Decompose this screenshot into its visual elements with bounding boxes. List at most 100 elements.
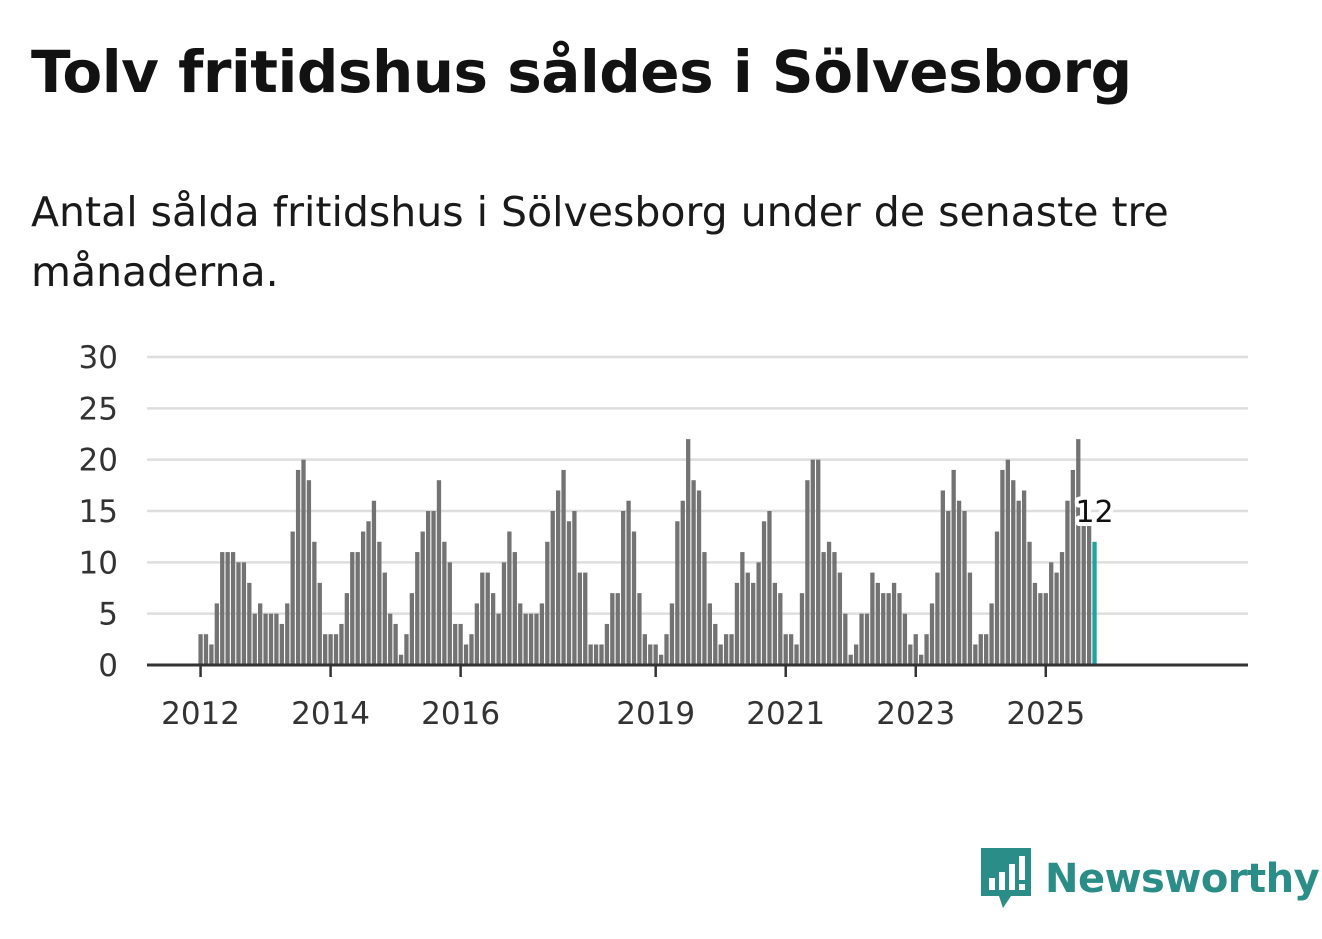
bar: [751, 582, 756, 665]
bar: [507, 531, 512, 665]
newsworthy-logo: Newsworthy: [981, 848, 1320, 910]
bar: [962, 511, 967, 665]
bar: [675, 521, 680, 665]
bar: [686, 439, 691, 665]
bar: [1081, 511, 1086, 665]
bar: [512, 552, 517, 665]
bar: [1011, 480, 1016, 665]
bar: [458, 623, 463, 665]
bar: [599, 644, 604, 665]
bar: [436, 480, 442, 665]
bar: [788, 634, 794, 665]
bar: [425, 511, 431, 665]
bar: [626, 500, 631, 665]
bar: [447, 562, 452, 665]
bar: [258, 603, 263, 665]
y-tick-label-30: 30: [79, 340, 118, 376]
bar: [328, 634, 333, 665]
bar: [453, 623, 458, 665]
bar: [404, 634, 409, 665]
bar: [1065, 500, 1070, 665]
bar: [561, 469, 566, 665]
bar: [198, 634, 203, 665]
axes: [147, 663, 1248, 677]
bar: [946, 511, 951, 665]
bar: [973, 644, 978, 665]
bar: [474, 603, 480, 665]
bar: [713, 623, 718, 665]
bar: [859, 613, 864, 665]
y-tick-label-5: 5: [98, 597, 118, 633]
bar: [420, 531, 425, 665]
bar: [415, 552, 420, 665]
bar: [604, 623, 610, 665]
bar: [306, 480, 312, 665]
bar: [669, 603, 675, 665]
bar: [1027, 541, 1032, 665]
bar: [886, 593, 891, 665]
x-tick-label-2025: 2025: [1006, 696, 1085, 732]
x-tick-label-2023: 2023: [876, 696, 955, 732]
bar: [637, 593, 642, 665]
newsworthy-logo-icon: [981, 848, 1031, 908]
bar: [203, 634, 209, 665]
bar: [539, 603, 545, 665]
bar: [832, 552, 837, 665]
x-tick-label-2012: 2012: [161, 696, 240, 732]
bar: [691, 480, 696, 665]
bar: [209, 644, 214, 665]
bar: [805, 480, 810, 665]
last-value-label-halo: 12: [1075, 495, 1113, 530]
bar: [881, 593, 886, 665]
bar: [360, 531, 366, 665]
bar: [1076, 439, 1081, 665]
y-tick-label-10: 10: [79, 545, 118, 581]
bar: [989, 603, 994, 665]
y-tick-label-25: 25: [79, 391, 118, 427]
chart-title: Tolv fritidshus såldes i Sölvesborg: [31, 38, 1132, 106]
bar: [220, 552, 225, 665]
bar: [566, 521, 572, 665]
y-tick-label-0: 0: [98, 648, 118, 684]
bar: [588, 644, 593, 665]
bar: [816, 459, 821, 665]
bar: [1021, 490, 1027, 665]
bar: [501, 562, 507, 665]
bar: [1005, 459, 1010, 665]
bar: [696, 490, 702, 665]
bar: [837, 572, 843, 665]
bar: [344, 593, 350, 665]
bar: [252, 613, 257, 665]
bar: [1043, 593, 1048, 665]
bar: [984, 634, 989, 665]
bar: [279, 623, 284, 665]
bar: [230, 552, 236, 665]
bar: [241, 562, 247, 665]
bar: [236, 562, 241, 665]
bar: [350, 552, 355, 665]
bar: [1032, 582, 1038, 665]
bar: [848, 654, 853, 665]
bar: [225, 552, 230, 665]
bar: [1016, 500, 1021, 665]
bar: [377, 541, 382, 665]
bar: [783, 634, 788, 665]
bar: [853, 644, 859, 665]
bar: [615, 593, 620, 665]
bar: [978, 634, 983, 665]
bar: [382, 572, 387, 665]
bar: [924, 634, 929, 665]
bar: [799, 593, 805, 665]
bar: [274, 613, 279, 665]
bar: [908, 644, 913, 665]
bar: [756, 562, 761, 665]
bar: [778, 593, 783, 665]
bar: [556, 490, 561, 665]
x-tick-label-2016: 2016: [421, 696, 500, 732]
bar: [864, 613, 870, 665]
bar: [729, 634, 734, 665]
bar: [1070, 469, 1076, 665]
bar: [794, 644, 799, 665]
